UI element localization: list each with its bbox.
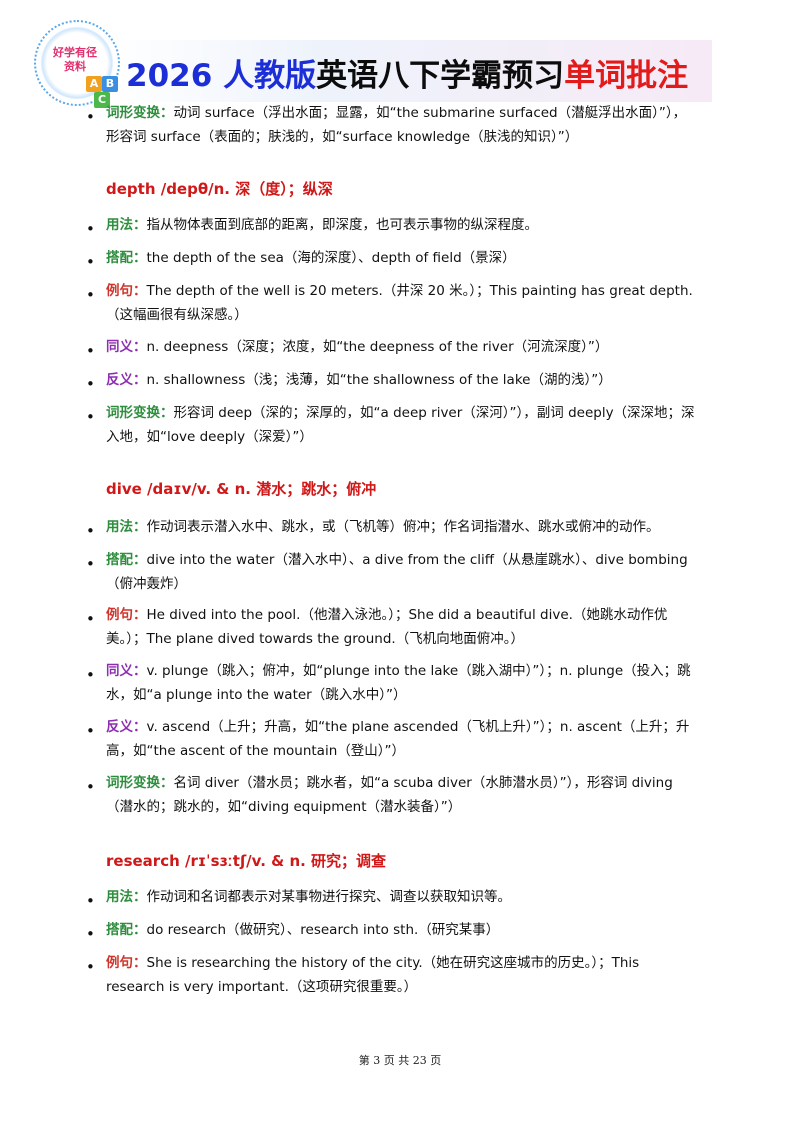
headword-dive: dive /daɪv/v. & n. 潜水；跳水；俯冲 [106,480,377,498]
bullet: • [86,666,95,684]
logo-text-line2: 资料 [64,60,86,73]
bullet: • [86,108,95,126]
bullet: • [86,722,95,740]
page-number: 第 3 页 共 23 页 [358,1054,442,1067]
document-title: 2026 人教版英语八下学霸预习单词批注 [126,50,688,95]
item-text: 指从物体表面到底部的距离，即深度，也可表示事物的纵深程度。 [146,217,539,233]
bullet: • [86,342,95,360]
bullet: • [86,778,95,796]
label-morph: 词形变换： [106,775,174,791]
letter-block-c: C [94,92,110,108]
list-item-morph: 词形变换：名词 diver（潜水员；跳水者，如“a scuba diver（水肺… [106,771,698,819]
headword-research: research /rɪˈsɜːtʃ/v. & n. 研究；调查 [106,852,387,870]
list-item-example: 例句：He dived into the pool.（他潜入泳池。）；She d… [106,603,698,651]
item-text: n. shallowness（浅；浅薄，如“the shallowness of… [146,372,612,388]
bullet: • [86,892,95,910]
item-text: 名词 diver（潜水员；跳水者，如“a scuba diver（水肺潜水员）”… [106,775,673,815]
logo: 好学有径 资料 A B C [28,16,124,112]
item-text: She is researching the history of the ci… [106,955,640,995]
list-item-collocation: 搭配：do research（做研究）、research into sth.（研… [106,918,698,942]
letter-block-a: A [86,76,102,92]
title-subject: 英语八下学霸预习 [316,58,565,94]
list-item-usage: 用法：作动词表示潜入水中、跳水，或（飞机等）俯冲；作名词指潜水、跳水或俯冲的动作… [106,515,698,539]
label-example: 例句： [106,283,147,299]
item-text: 动词 surface（浮出水面；显露，如“the submarine surfa… [106,105,687,145]
item-text: dive into the water（潜入水中）、a dive from th… [106,552,688,592]
item-text: 形容词 deep（深的；深厚的，如“a deep river（深河）”），副词 … [106,405,695,445]
label-synonym: 同义： [106,339,147,355]
list-item-example: 例句：She is researching the history of the… [106,951,698,999]
label-morph: 词形变换： [106,105,174,121]
label-antonym: 反义： [106,719,147,735]
bullet: • [86,253,95,271]
label-usage: 用法： [106,889,147,905]
item-text: v. plunge（跳入；俯冲，如“plunge into the lake（跳… [106,663,691,703]
bullet: • [86,220,95,238]
bullet: • [86,555,95,573]
headword-depth: depth /depθ/n. 深（度）；纵深 [106,180,333,198]
label-morph: 词形变换： [106,405,174,421]
bullet: • [86,375,95,393]
list-item-synonym: 同义：v. plunge（跳入；俯冲，如“plunge into the lak… [106,659,698,707]
bullet: • [86,522,95,540]
item-text: do research（做研究）、research into sth.（研究某事… [146,922,500,938]
label-collocation: 搭配： [106,250,147,266]
item-text: 作动词表示潜入水中、跳水，或（飞机等）俯冲；作名词指潜水、跳水或俯冲的动作。 [146,519,660,535]
item-text: He dived into the pool.（他潜入泳池。）；She did … [106,607,668,647]
logo-text-line1: 好学有径 [53,46,97,59]
item-text: The depth of the well is 20 meters.（井深 2… [106,283,693,323]
bullet: • [86,925,95,943]
item-text: n. deepness（深度；浓度，如“the deepness of the … [146,339,609,355]
list-item-usage: 用法：作动词和名词都表示对某事物进行探究、调查以获取知识等。 [106,885,698,909]
bullet: • [86,610,95,628]
list-item-collocation: 搭配：the depth of the sea（海的深度）、depth of f… [106,246,698,270]
title-topic: 单词批注 [564,58,689,94]
label-collocation: 搭配： [106,552,147,568]
item-text: the depth of the sea（海的深度）、depth of fiel… [146,250,516,266]
label-collocation: 搭配： [106,922,147,938]
list-item-usage: 用法：指从物体表面到底部的距离，即深度，也可表示事物的纵深程度。 [106,213,698,237]
label-antonym: 反义： [106,372,147,388]
bullet: • [86,408,95,426]
letter-block-b: B [102,76,118,92]
list-item-morph: 词形变换：动词 surface（浮出水面；显露，如“the submarine … [106,101,698,149]
item-text: v. ascend（上升；升高，如“the plane ascended（飞机上… [106,719,690,759]
logo-text: 好学有径 资料 [42,46,108,74]
header-banner [108,40,712,102]
label-usage: 用法： [106,217,147,233]
list-item-antonym: 反义：n. shallowness（浅；浅薄，如“the shallowness… [106,368,698,392]
list-item-antonym: 反义：v. ascend（上升；升高，如“the plane ascended（… [106,715,698,763]
list-item-synonym: 同义：n. deepness（深度；浓度，如“the deepness of t… [106,335,698,359]
label-example: 例句： [106,955,147,971]
label-usage: 用法： [106,519,147,535]
title-year: 2026 [126,58,213,94]
label-synonym: 同义： [106,663,147,679]
label-example: 例句： [106,607,147,623]
list-item-morph: 词形变换：形容词 deep（深的；深厚的，如“a deep river（深河）”… [106,401,698,449]
bullet: • [86,286,95,304]
bullet: • [86,958,95,976]
list-item-collocation: 搭配：dive into the water（潜入水中）、a dive from… [106,548,698,596]
list-item-example: 例句：The depth of the well is 20 meters.（井… [106,279,698,327]
title-publisher: 人教版 [223,58,317,94]
item-text: 作动词和名词都表示对某事物进行探究、调查以获取知识等。 [146,889,512,905]
